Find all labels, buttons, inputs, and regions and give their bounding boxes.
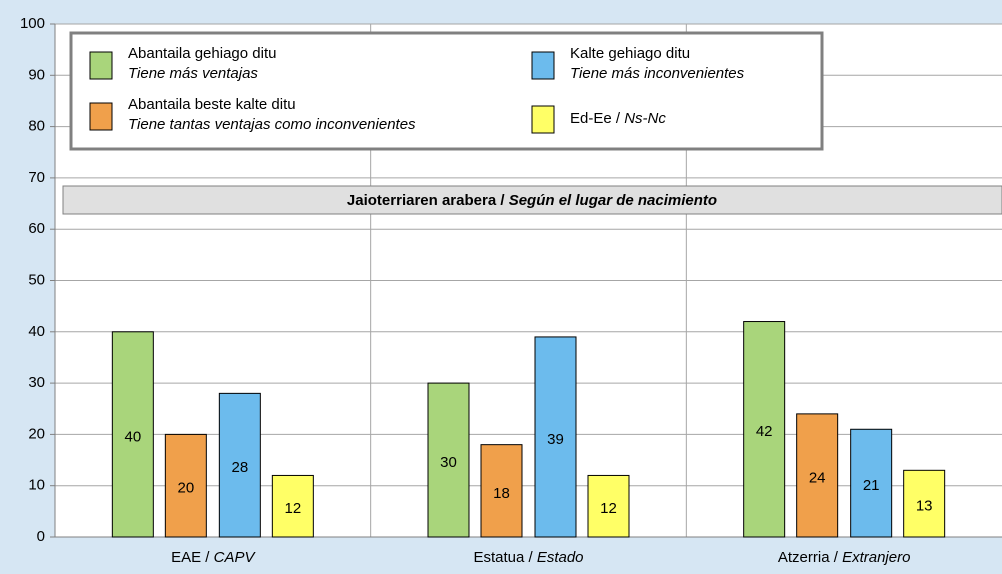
bar <box>743 321 786 538</box>
x-tick-label: EAE / CAPV <box>171 549 256 566</box>
subtitle: Jaioterriaren arabera / Según el lugar d… <box>347 192 717 209</box>
legend-label: Abantaila gehiago ditu <box>128 45 276 62</box>
value-label: 42 <box>756 423 773 440</box>
value-label: 18 <box>493 485 510 502</box>
value-label: 12 <box>284 500 301 517</box>
x-tick-label: Estatua / Estado <box>473 549 583 566</box>
legend-swatch <box>89 51 113 80</box>
value-label: 13 <box>916 498 933 515</box>
legend-label: Tiene más inconvenientes <box>570 65 745 82</box>
y-tick-label: 20 <box>28 425 45 442</box>
legend-label: Abantaila beste kalte ditu <box>128 96 296 113</box>
bar <box>271 474 314 538</box>
y-tick-label: 10 <box>28 477 45 494</box>
y-tick-label: 40 <box>28 323 45 340</box>
bar <box>164 433 207 538</box>
value-label: 21 <box>863 477 880 494</box>
value-label: 39 <box>547 431 564 448</box>
bar <box>111 331 154 538</box>
y-tick-label: 70 <box>28 169 45 186</box>
legend <box>69 31 824 151</box>
y-tick-label: 80 <box>28 118 45 135</box>
y-tick-label: 100 <box>20 15 45 32</box>
bar <box>796 413 839 538</box>
y-tick-label: 60 <box>28 220 45 237</box>
bar <box>587 474 630 538</box>
y-tick-label: 0 <box>37 528 45 545</box>
value-label: 24 <box>809 469 826 486</box>
legend-swatch <box>531 51 555 80</box>
bar <box>427 382 470 538</box>
legend-label: Ed-Ee / Ns-Nc <box>570 110 666 127</box>
y-tick-label: 50 <box>28 271 45 288</box>
x-tick-label: Atzerria / Extranjero <box>778 549 911 566</box>
bar <box>534 336 577 538</box>
y-tick-label: 30 <box>28 374 45 391</box>
legend-label: Kalte gehiago ditu <box>570 45 690 62</box>
value-label: 40 <box>124 428 141 445</box>
bar <box>850 428 893 538</box>
bar <box>480 444 523 538</box>
value-label: 28 <box>231 459 248 476</box>
bar <box>903 469 946 538</box>
value-label: 12 <box>600 500 617 517</box>
subtitle-band <box>62 185 1002 215</box>
bar <box>218 392 261 538</box>
value-label: 30 <box>440 454 457 471</box>
legend-label: Tiene más ventajas <box>128 65 258 82</box>
legend-label: Tiene tantas ventajas como inconveniente… <box>128 116 416 133</box>
legend-swatch <box>531 105 555 134</box>
legend-swatch <box>89 102 113 131</box>
y-tick-label: 90 <box>28 66 45 83</box>
value-label: 20 <box>177 480 194 497</box>
